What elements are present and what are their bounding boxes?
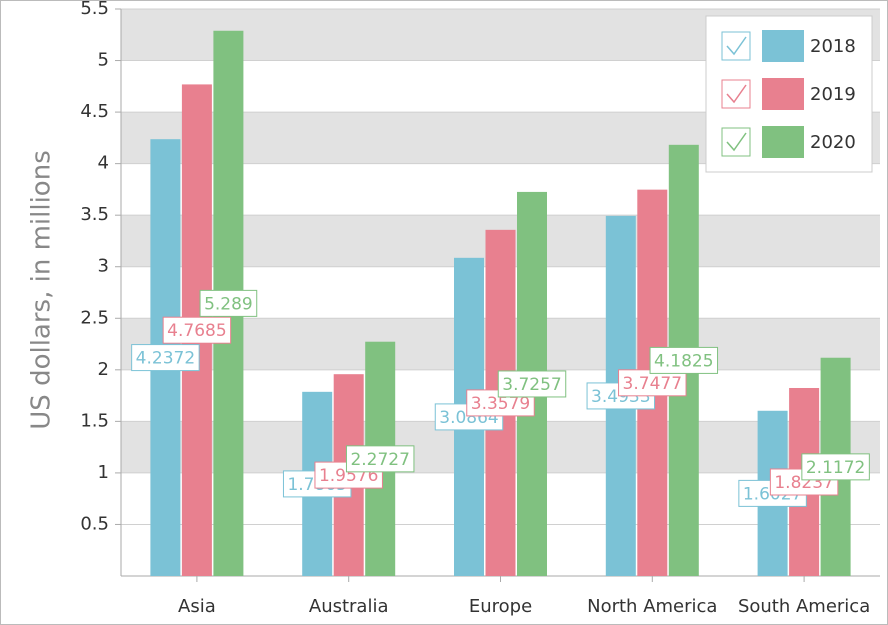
x-tick-label: Asia: [178, 596, 216, 617]
value-label: 4.2372: [136, 349, 195, 369]
y-tick-label: 1.5: [80, 410, 109, 431]
legend-label: 2019: [810, 84, 856, 105]
legend-check: [726, 84, 747, 104]
legend-swatch: [762, 78, 804, 110]
legend-label: 2018: [810, 36, 856, 57]
value-label: 4.7685: [167, 321, 226, 341]
value-label-group: 5.289: [199, 289, 258, 317]
x-tick-label: North America: [587, 596, 717, 617]
legend-checkbox[interactable]: [721, 31, 751, 61]
value-label: 3.3579: [471, 394, 530, 414]
legend-swatch: [762, 30, 804, 62]
value-label-box: [162, 316, 232, 344]
y-tick-label: 3: [98, 256, 109, 277]
value-label: 2.1172: [806, 458, 865, 478]
value-label-box: [497, 370, 567, 398]
legend-swatch: [762, 126, 804, 158]
x-tick-label: South America: [738, 596, 870, 617]
value-label: 3.7477: [623, 374, 682, 394]
y-tick-label: 5: [98, 50, 109, 71]
value-label-box: [801, 453, 870, 481]
value-label-group: 3.7257: [497, 370, 567, 398]
y-tick-label: 3.5: [80, 204, 109, 225]
y-tick-label: 2.5: [80, 307, 109, 328]
legend-checkbox[interactable]: [721, 127, 751, 157]
y-tick-label: 5.5: [80, 0, 109, 19]
legend-checkbox[interactable]: [721, 79, 751, 109]
value-label: 2.2727: [350, 450, 409, 470]
value-label-group: 2.2727: [345, 445, 415, 473]
legend-check: [726, 132, 747, 152]
value-label: 3.7257: [502, 375, 561, 395]
value-label: 4.1825: [654, 351, 713, 371]
value-label-box: [199, 289, 258, 317]
x-tick-label: Europe: [469, 596, 532, 617]
value-label-group: 4.1825: [649, 346, 719, 374]
value-label-group: 3.7477: [618, 369, 687, 397]
legend-label: 2020: [810, 132, 856, 153]
value-label-group: 2.1172: [801, 453, 870, 481]
y-tick-label: 4.5: [80, 101, 109, 122]
y-tick-label: 2: [98, 359, 109, 380]
value-label-box: [345, 445, 415, 473]
y-axis-title: US dollars, in millions: [27, 150, 57, 429]
value-label-group: 4.2372: [131, 344, 200, 372]
y-tick-label: 1: [98, 462, 109, 483]
y-tick-label: 0.5: [80, 513, 109, 534]
x-tick-label: Australia: [309, 596, 389, 617]
y-tick-label: 4: [98, 153, 109, 174]
value-label: 5.289: [204, 294, 253, 314]
value-label-group: 4.7685: [162, 316, 232, 344]
value-label-box: [131, 344, 200, 372]
value-label-box: [649, 346, 719, 374]
legend-check: [726, 36, 747, 56]
value-label-box: [618, 369, 687, 397]
